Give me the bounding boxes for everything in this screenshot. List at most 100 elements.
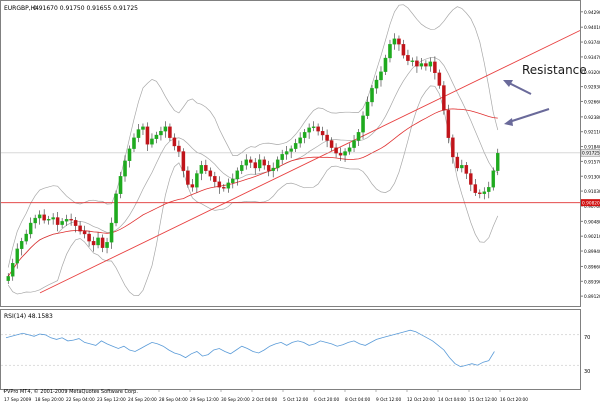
candle xyxy=(338,147,343,161)
candle xyxy=(284,146,289,160)
candle xyxy=(482,187,487,200)
candle xyxy=(419,58,424,70)
candle xyxy=(6,273,10,285)
candles xyxy=(6,33,500,285)
candle xyxy=(293,138,298,153)
candle xyxy=(10,258,15,281)
candle xyxy=(163,121,168,138)
candle xyxy=(478,189,482,199)
candle xyxy=(410,57,415,67)
candle xyxy=(491,167,496,191)
candle xyxy=(69,213,73,226)
svg-text:0.90820: 0.90820 xyxy=(582,200,600,206)
moving-average xyxy=(7,108,498,277)
trendline xyxy=(39,30,581,294)
candle xyxy=(33,214,37,229)
candle xyxy=(42,209,46,224)
candle xyxy=(177,140,181,157)
candle xyxy=(141,123,145,135)
bollinger-upper xyxy=(7,4,499,268)
candle xyxy=(73,216,78,233)
candle xyxy=(46,215,51,225)
time-tick-label: 22 Sep 04:00 xyxy=(66,397,95,403)
chart-symbol-label: EURGBP,H4 xyxy=(4,5,39,12)
candle xyxy=(109,217,114,249)
candle xyxy=(150,133,154,148)
candle xyxy=(415,56,419,73)
candle xyxy=(159,126,163,141)
candle xyxy=(388,39,392,63)
time-tick-label: 8 Oct 04:00 xyxy=(345,397,371,403)
rsi-line xyxy=(1,329,580,368)
candle xyxy=(464,161,469,179)
candle xyxy=(262,156,266,170)
candle xyxy=(145,122,150,151)
time-tick-label: 5 Oct 12:00 xyxy=(283,397,309,403)
candle xyxy=(496,148,500,176)
time-tick-label: 12 Oct 20:00 xyxy=(407,397,435,403)
time-tick-label: 30 Sep 20:00 xyxy=(221,397,250,403)
candle xyxy=(249,156,253,168)
candle xyxy=(154,131,159,144)
candle xyxy=(253,158,257,175)
candle xyxy=(325,129,329,148)
candle xyxy=(55,212,60,232)
candle xyxy=(347,143,352,155)
time-tick-label: 6 Oct 20:00 xyxy=(314,397,340,403)
candle xyxy=(15,243,19,269)
candle xyxy=(446,104,451,144)
candle xyxy=(307,123,311,139)
current-price-marker: 0.91725 xyxy=(580,149,600,157)
candle xyxy=(168,123,172,142)
candle xyxy=(19,237,24,256)
bollinger-lower xyxy=(7,85,499,296)
candle xyxy=(329,137,334,151)
resistance-label: Resistance xyxy=(522,63,587,77)
candle xyxy=(231,173,235,189)
candle xyxy=(370,84,374,107)
rsi-label: RSI(14) 48.1583 xyxy=(4,313,53,320)
candle xyxy=(392,33,397,50)
candle xyxy=(428,57,433,72)
candle xyxy=(87,230,91,247)
candle xyxy=(136,124,141,143)
candle xyxy=(240,160,244,175)
candle xyxy=(114,190,118,227)
candle xyxy=(365,96,370,120)
candle xyxy=(424,60,428,71)
candle xyxy=(78,221,82,235)
candle xyxy=(298,132,302,148)
candle xyxy=(204,159,208,175)
candle xyxy=(181,148,186,178)
candle xyxy=(222,183,226,192)
candle xyxy=(361,111,365,139)
candle xyxy=(289,145,293,159)
candle xyxy=(190,179,195,192)
candle xyxy=(352,135,356,153)
candle xyxy=(199,160,204,181)
candle xyxy=(460,159,464,173)
candle xyxy=(473,179,478,197)
candle xyxy=(51,213,55,225)
time-tick-label: 28 Sep 04:00 xyxy=(159,397,188,403)
candle xyxy=(379,66,383,87)
time-tick-label: 18 Sep 20:00 xyxy=(35,397,64,403)
candle xyxy=(118,171,123,199)
candle xyxy=(91,236,96,252)
candle xyxy=(100,234,105,253)
candle xyxy=(226,178,231,193)
candle xyxy=(213,171,217,188)
